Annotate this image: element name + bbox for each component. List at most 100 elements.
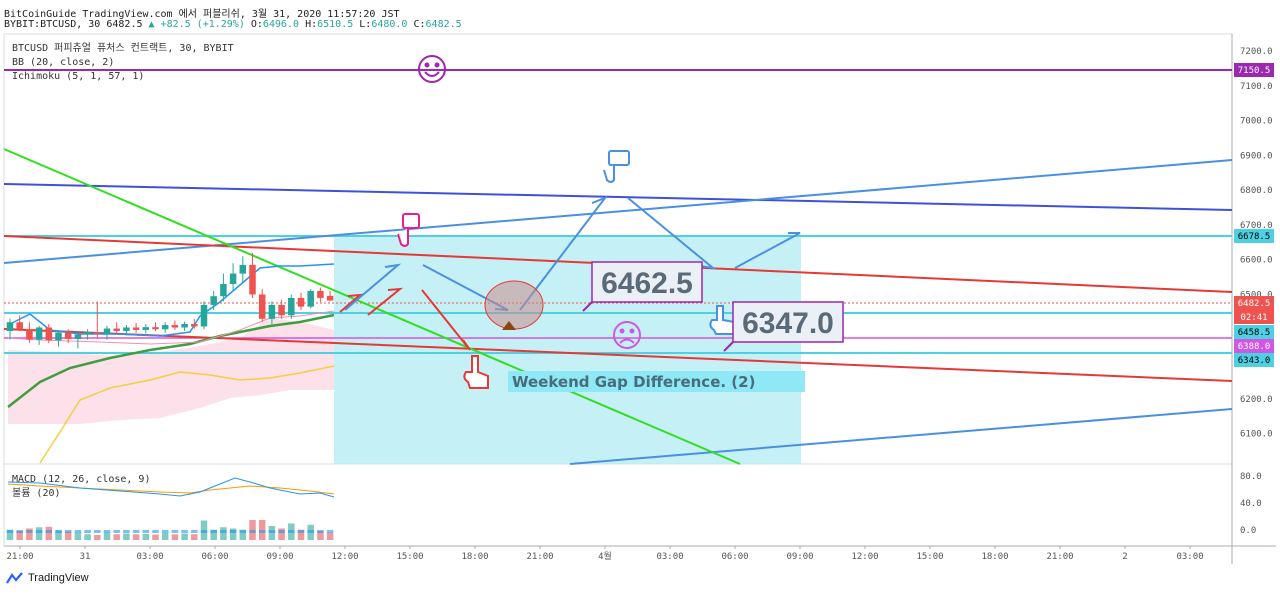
annotation-box-2	[732, 301, 844, 343]
legend-ichimoku: Ichimoku (5, 1, 57, 1)	[12, 71, 144, 82]
macd-histogram-bar	[258, 530, 266, 533]
macd-histogram-bar	[152, 530, 159, 533]
volume-bar	[326, 532, 334, 540]
footer[interactable]: TradingView	[6, 572, 89, 584]
candle-body	[55, 332, 62, 341]
price-tick-label: 7000.0	[1240, 117, 1273, 127]
volume-bar	[123, 533, 130, 540]
price-label-countdown: 02:41	[1240, 313, 1267, 323]
macd-axis: 80.0 40.0 0.0	[1240, 472, 1262, 536]
time-tick-label: 21:00	[526, 552, 553, 562]
macd-histogram-bar	[268, 530, 276, 533]
time-tick-label: 21:00	[6, 552, 33, 562]
price-label-cyan-mid: 6458.5	[1238, 328, 1271, 338]
candle-body	[278, 304, 285, 316]
close-label: C:	[413, 19, 426, 30]
volume-bar	[55, 530, 62, 540]
time-tick-label: 18:00	[461, 552, 488, 562]
time-tick-label: 03:00	[136, 552, 163, 562]
time-tick-label: 15:00	[916, 552, 943, 562]
macd-histogram-bar	[103, 530, 111, 533]
volume-bar	[181, 533, 188, 540]
candle-body	[74, 334, 82, 339]
macd-histogram-bar	[220, 530, 227, 533]
macd-pane-frame	[3, 463, 1233, 547]
candle-body	[220, 284, 227, 297]
volume-bar	[113, 534, 120, 540]
price-tick-label: 6600.0	[1240, 256, 1273, 266]
price-label-cyan-low: 6343.0	[1238, 356, 1271, 366]
volume-bar	[229, 528, 237, 540]
tradingview-logo-icon	[6, 572, 23, 584]
blue-lower-channel	[569, 408, 1233, 465]
legend-macd: MACD (12, 26, close, 9)	[12, 474, 150, 485]
time-tick-label: 06:00	[721, 552, 748, 562]
price-change: ▲ +82.5 (+1.29%)	[148, 19, 245, 30]
macd-histogram-bar	[288, 530, 295, 533]
open-label: O:	[250, 19, 263, 30]
blue-arrow-3	[519, 195, 608, 311]
price-tick-label: 7100.0	[1240, 82, 1273, 92]
macd-tick-label: 80.0	[1240, 472, 1262, 482]
volume-bar	[6, 529, 14, 540]
macd-histogram-bar	[181, 530, 188, 533]
gap-label: Weekend Gap Difference. (2)	[512, 373, 755, 391]
price-tick-label: 6200.0	[1240, 395, 1273, 405]
time-tick-label: 09:00	[266, 552, 293, 562]
price-label-cyan-low-bg	[1234, 353, 1274, 367]
macd-histogram-bar	[35, 530, 43, 533]
pointing-hand-icon-blue-top	[603, 150, 630, 183]
macd-histogram-bar	[94, 530, 101, 533]
macd-histogram-bar	[113, 530, 120, 533]
price-tick-label: 6500.0	[1240, 290, 1273, 300]
volume-bar	[132, 534, 140, 540]
high-value: 6510.5	[317, 19, 354, 30]
projection-arrows	[339, 195, 801, 351]
pointing-hand-icon-pink	[397, 213, 420, 247]
volume-bar	[161, 533, 169, 540]
macd-histogram-bar	[317, 530, 324, 533]
candle-body	[123, 327, 130, 331]
macd-histogram-bar	[229, 530, 237, 533]
macd-histogram-bar	[123, 530, 130, 533]
macd-tick-label: 0.0	[1240, 526, 1256, 536]
time-tick-label: 12:00	[851, 552, 878, 562]
volume-bar	[297, 529, 305, 540]
annotation-box-2-text: 6347.0	[742, 307, 834, 340]
ohlc-bar: BYBIT:BTCUSD, 30 6482.5 ▲ +82.5 (+1.29%)…	[4, 19, 462, 30]
legend-bb: BB (20, close, 2)	[12, 57, 114, 68]
candle-body	[132, 327, 140, 330]
price-labels: 7150.5 6678.5 6482.5 02:41 6458.5 6388.0…	[1234, 63, 1274, 367]
macd-line	[7, 477, 335, 498]
annotation-pointer-1	[582, 301, 593, 312]
price-label-countdown-bg	[1234, 310, 1274, 324]
symbol: BYBIT:BTCUSD, 30	[4, 19, 101, 30]
price-tick-label: 6900.0	[1240, 151, 1273, 161]
weekend-gap-box	[334, 236, 801, 464]
low-value: 6480.0	[371, 19, 408, 30]
price-label-cyan-top-bg	[1234, 229, 1274, 243]
time-tick-label: 2	[1122, 552, 1127, 562]
volume-bar	[64, 531, 72, 540]
candle-body	[142, 327, 150, 330]
time-tick-label: 12:00	[331, 552, 358, 562]
time-axis: 21:00 31 03:00 06:00 09:00 12:00 15:00 18:00 21:…	[6, 546, 1204, 562]
macd-histogram-bar	[26, 530, 33, 533]
price-tick-label: 6100.0	[1240, 430, 1273, 440]
volume-bar	[317, 531, 324, 540]
price-label-resistance-bg	[1234, 63, 1274, 77]
blue-arrow-4	[627, 197, 717, 270]
navy-trendline	[3, 183, 1233, 211]
price-label-current-bg	[1234, 296, 1274, 310]
candle-body	[229, 273, 237, 285]
macd-histogram-bar	[64, 530, 72, 533]
price-axis: 7200.0 7100.0 7000.0 6900.0 6800.0 6700.0 6600…	[1240, 47, 1273, 440]
candle-body	[6, 322, 14, 331]
candle-body	[181, 324, 188, 328]
publish-info: BitCoinGuide TradingView.com 에서 퍼블리쉬, 3월…	[4, 9, 400, 20]
volume-bar	[45, 526, 53, 540]
candle-body	[249, 264, 256, 295]
time-tick-label: 06:00	[201, 552, 228, 562]
time-tick-label: 31	[80, 552, 91, 562]
